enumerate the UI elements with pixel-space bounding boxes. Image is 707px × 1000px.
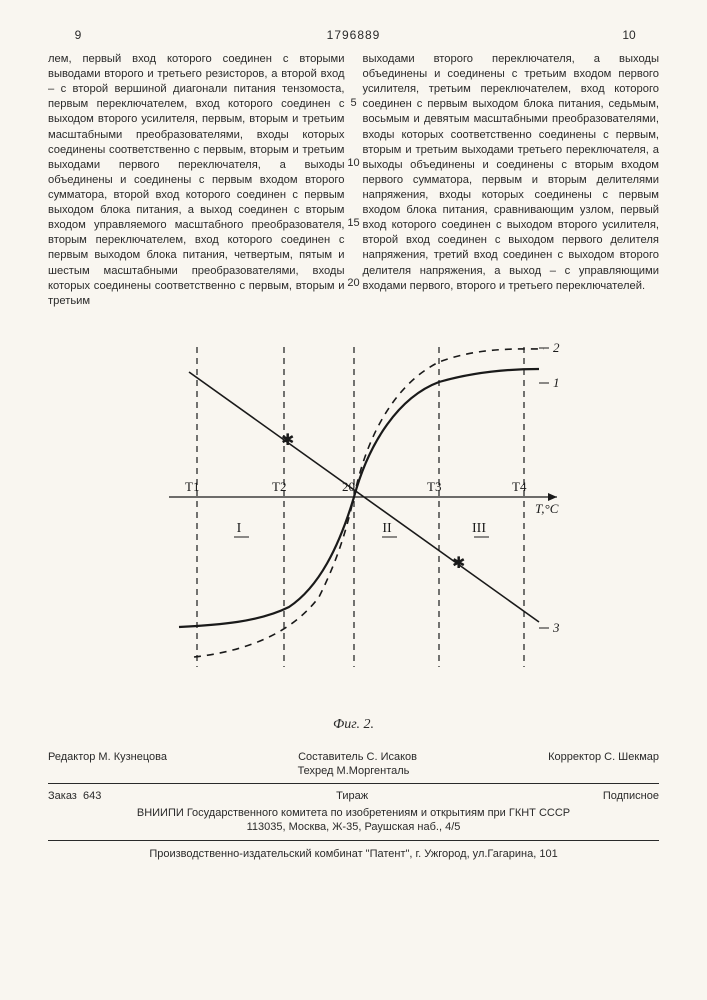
line-number: 10 <box>347 156 361 171</box>
publisher-address: 113035, Москва, Ж-35, Раушская наб., 4/5 <box>48 820 659 834</box>
page-number-right: 10 <box>599 28 659 42</box>
svg-text:T1: T1 <box>185 479 199 494</box>
line-number: 15 <box>347 216 361 231</box>
techred-credit: Техред М.Моргенталь <box>298 765 410 777</box>
svg-text:II: II <box>382 521 392 536</box>
svg-text:T,°C: T,°C <box>535 501 559 516</box>
left-column: лем, первый вход которого соединен с вто… <box>48 52 345 309</box>
svg-text:1: 1 <box>553 375 560 390</box>
figure-2-chart: T,°CT1T220T3T4✱✱IIIIII123 <box>139 327 569 707</box>
publisher-org: ВНИИПИ Государственного комитета по изоб… <box>48 806 659 820</box>
divider <box>48 840 659 841</box>
publisher-block: ВНИИПИ Государственного комитета по изоб… <box>48 806 659 835</box>
text-columns: лем, первый вход которого соединен с вто… <box>48 52 659 309</box>
order-row: Заказ 643 Тираж Подписное <box>48 790 659 802</box>
svg-text:III: III <box>472 521 486 536</box>
line-number: 20 <box>347 276 361 291</box>
document-number: 1796889 <box>108 28 599 42</box>
subscription-label: Подписное <box>603 790 659 802</box>
svg-text:T2: T2 <box>272 479 286 494</box>
svg-text:3: 3 <box>552 620 560 635</box>
compiler-credit: Составитель С. Исаков <box>298 751 417 763</box>
svg-text:T4: T4 <box>512 479 527 494</box>
credits-block: Редактор М. Кузнецова Составитель С. Иса… <box>48 751 659 777</box>
line-number: 5 <box>347 96 361 111</box>
corrector-credit: Корректор С. Шекмар <box>548 751 659 763</box>
divider <box>48 783 659 784</box>
svg-text:2: 2 <box>553 340 560 355</box>
editor-credit: Редактор М. Кузнецова <box>48 751 167 763</box>
order-number: Заказ 643 <box>48 790 101 802</box>
svg-text:✱: ✱ <box>281 432 294 449</box>
tirazh-label: Тираж <box>336 790 368 802</box>
page-number-left: 9 <box>48 28 108 42</box>
svg-text:I: I <box>236 521 241 536</box>
svg-text:T3: T3 <box>427 479 441 494</box>
svg-text:✱: ✱ <box>452 555 465 572</box>
page-header: 9 1796889 10 <box>48 28 659 42</box>
figure-caption: Фиг. 2. <box>48 717 659 733</box>
printer-line: Производственно-издательский комбинат "П… <box>48 847 659 861</box>
right-column: выходами второго переключателя, а выходы… <box>363 52 660 309</box>
patent-page: 9 1796889 10 лем, первый вход которого с… <box>0 0 707 1000</box>
